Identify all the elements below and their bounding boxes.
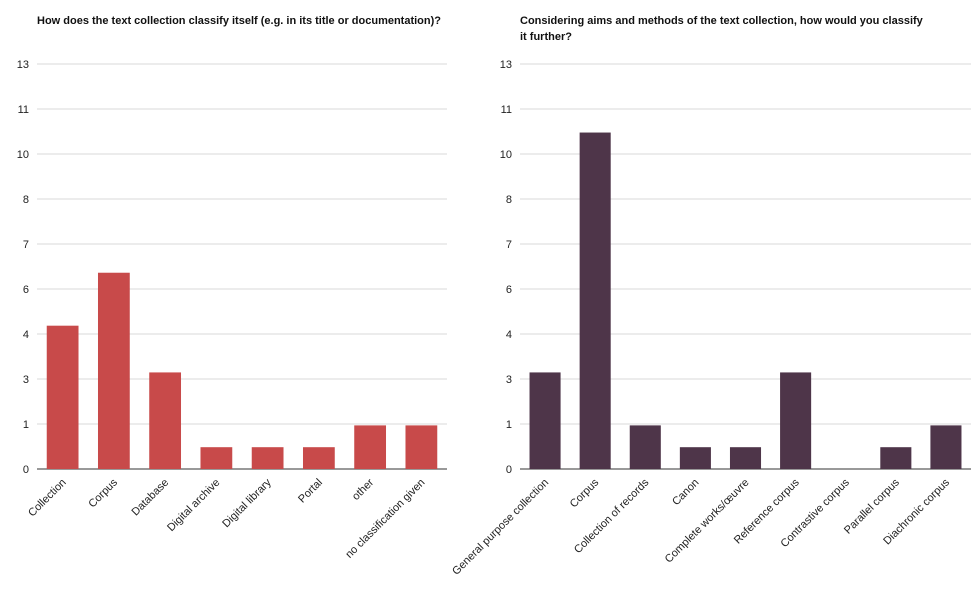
y-tick-label: 11 xyxy=(501,104,512,116)
bar xyxy=(200,447,233,469)
y-tick-label: 11 xyxy=(18,104,29,116)
y-tick-label: 3 xyxy=(23,374,29,386)
bar xyxy=(97,272,130,469)
bar xyxy=(251,447,284,469)
x-tick-label: Canon xyxy=(670,477,701,508)
bar xyxy=(880,447,912,469)
x-tick-label: Portal xyxy=(296,477,325,506)
y-tick-label: 10 xyxy=(500,149,512,161)
y-tick-label: 7 xyxy=(506,239,512,251)
chart-title: How does the text collection classify it… xyxy=(37,15,442,27)
y-tick-label: 6 xyxy=(23,284,29,296)
bar xyxy=(405,425,438,469)
x-tick-label: Database xyxy=(129,477,171,519)
bar xyxy=(579,132,611,470)
y-tick-label: 6 xyxy=(506,284,512,296)
bar xyxy=(529,372,561,469)
bar xyxy=(729,447,762,469)
y-tick-label: 8 xyxy=(506,194,512,206)
y-tick-label: 8 xyxy=(23,194,29,206)
bar xyxy=(679,447,711,469)
bar xyxy=(302,447,335,469)
y-tick-label: 3 xyxy=(506,374,512,386)
bar xyxy=(930,425,962,469)
y-tick-label: 4 xyxy=(506,329,512,341)
y-tick-label: 0 xyxy=(506,464,512,476)
bar xyxy=(46,325,79,469)
y-tick-label: 10 xyxy=(17,149,29,161)
x-tick-label: other xyxy=(350,476,376,502)
y-tick-label: 1 xyxy=(23,419,29,431)
y-tick-label: 13 xyxy=(500,59,512,71)
bar xyxy=(780,372,812,469)
y-tick-label: 4 xyxy=(23,329,29,341)
bar xyxy=(149,372,182,469)
bar xyxy=(354,425,387,469)
bar xyxy=(629,425,661,469)
x-tick-label: Corpus xyxy=(568,476,602,510)
x-tick-label: Digital library xyxy=(220,476,274,530)
x-tick-label: Collection xyxy=(26,477,69,520)
y-tick-label: 7 xyxy=(23,239,29,251)
x-tick-label: Digital archive xyxy=(165,477,222,534)
y-tick-label: 13 xyxy=(17,59,29,71)
x-tick-label: Corpus xyxy=(86,476,120,510)
x-tick-label: Complete works/œuvre xyxy=(663,477,752,566)
y-tick-label: 0 xyxy=(23,464,29,476)
chart-title: Considering aims and methods of the text… xyxy=(520,15,923,43)
y-tick-label: 1 xyxy=(506,419,512,431)
chart-self-classification: How does the text collection classify it… xyxy=(17,15,447,561)
chart-further-classification: Considering aims and methods of the text… xyxy=(450,0,971,592)
